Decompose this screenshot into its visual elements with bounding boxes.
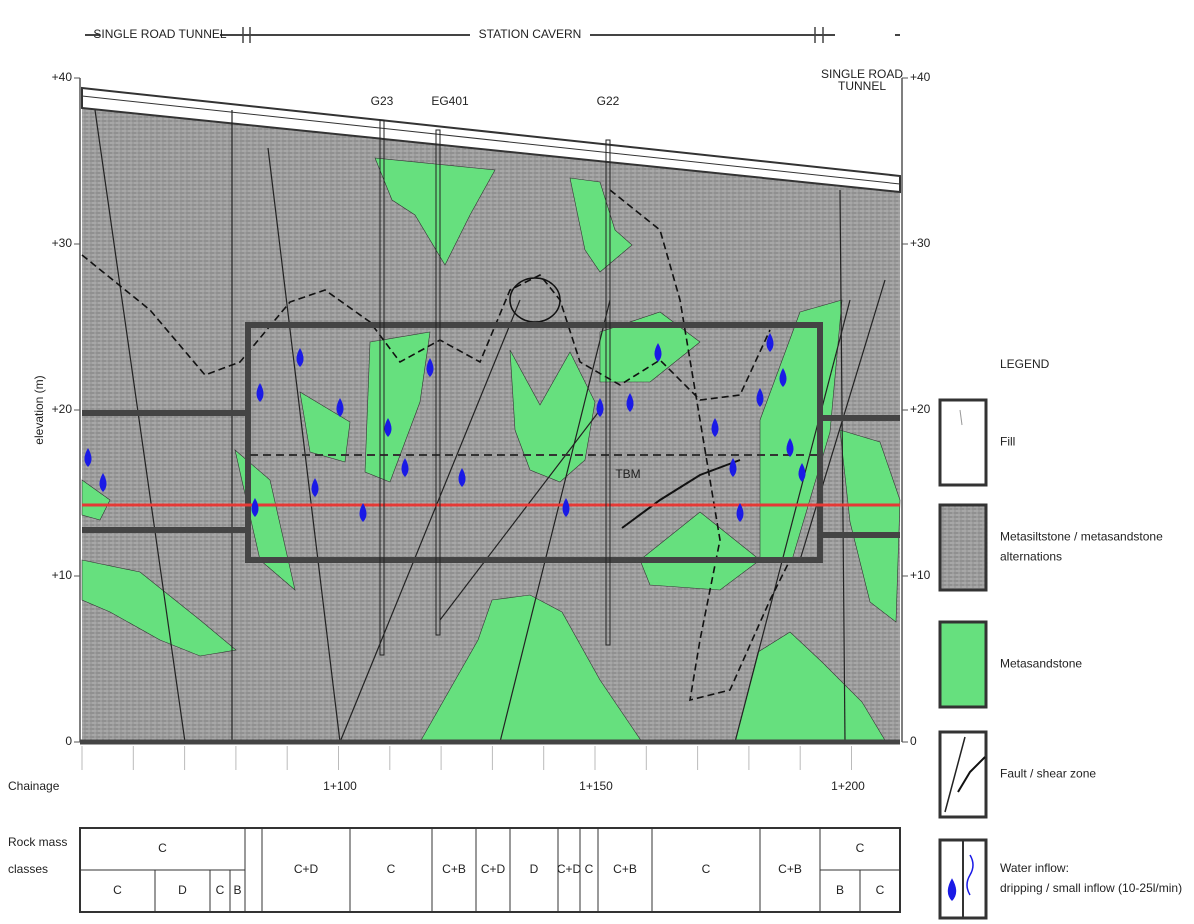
right-tick-label: +30	[910, 236, 931, 250]
class-value: D	[178, 883, 187, 897]
class-value: C+B	[778, 862, 802, 876]
class-value: C+D	[294, 862, 319, 876]
class-value: C+D	[481, 862, 506, 876]
header-label-bg	[835, 26, 895, 44]
class-value: C	[585, 862, 594, 876]
tbm-label: TBM	[615, 467, 640, 481]
chainage-mark: 1+200	[831, 779, 865, 793]
legend-label: Fill	[1000, 435, 1015, 449]
geological-section: SINGLE ROAD TUNNELSTATION CAVERNSINGLE R…	[0, 0, 1194, 924]
left-tick-label: +30	[52, 236, 73, 250]
right-tick-label: +10	[910, 568, 931, 582]
rock-mass-label: Rock mass	[8, 835, 67, 849]
right-tick-label: 0	[910, 734, 917, 748]
legend-label: Metasandstone	[1000, 657, 1082, 671]
left-tick-label: +40	[52, 70, 73, 84]
class-value: C	[702, 862, 711, 876]
left-tick-label: 0	[65, 734, 72, 748]
legend-label: Water inflow:	[1000, 861, 1069, 875]
rock-mass-label: classes	[8, 862, 48, 876]
right-tick-label: +40	[910, 70, 931, 84]
legend-label: alternations	[1000, 550, 1062, 564]
class-value: D	[530, 862, 539, 876]
legend-swatch	[940, 505, 986, 590]
class-value: B	[836, 883, 844, 897]
legend-label: Fault / shear zone	[1000, 767, 1096, 781]
left-tick-label: +10	[52, 568, 73, 582]
legend-swatch	[940, 400, 986, 485]
header-right: TUNNEL	[838, 79, 886, 93]
elevation-label: elevation (m)	[32, 375, 46, 444]
legend-title: LEGEND	[1000, 357, 1050, 371]
left-tick-label: +20	[52, 402, 73, 416]
header-center: STATION CAVERN	[479, 27, 582, 41]
class-value: C+D	[557, 862, 582, 876]
legend-label: Metasiltstone / metasandstone	[1000, 530, 1163, 544]
chainage-mark: 1+150	[579, 779, 613, 793]
legend-label: dripping / small inflow (10-25l/min)	[1000, 881, 1182, 895]
class-value: C	[856, 841, 865, 855]
class-value: C+B	[613, 862, 637, 876]
legend-swatch	[940, 622, 986, 707]
chainage-label: Chainage	[8, 779, 60, 793]
class-value: C	[158, 841, 167, 855]
class-value: C	[113, 883, 122, 897]
right-tick-label: +20	[910, 402, 931, 416]
class-value: C	[216, 883, 225, 897]
class-value: C	[387, 862, 396, 876]
class-value: B	[233, 883, 241, 897]
class-value: C+B	[442, 862, 466, 876]
borehole-label: EG401	[431, 94, 469, 108]
chainage-mark: 1+100	[323, 779, 357, 793]
borehole-label: G22	[597, 94, 620, 108]
class-value: C	[876, 883, 885, 897]
borehole-label: G23	[371, 94, 394, 108]
header-left: SINGLE ROAD TUNNEL	[93, 27, 226, 41]
class-cell	[245, 828, 262, 912]
